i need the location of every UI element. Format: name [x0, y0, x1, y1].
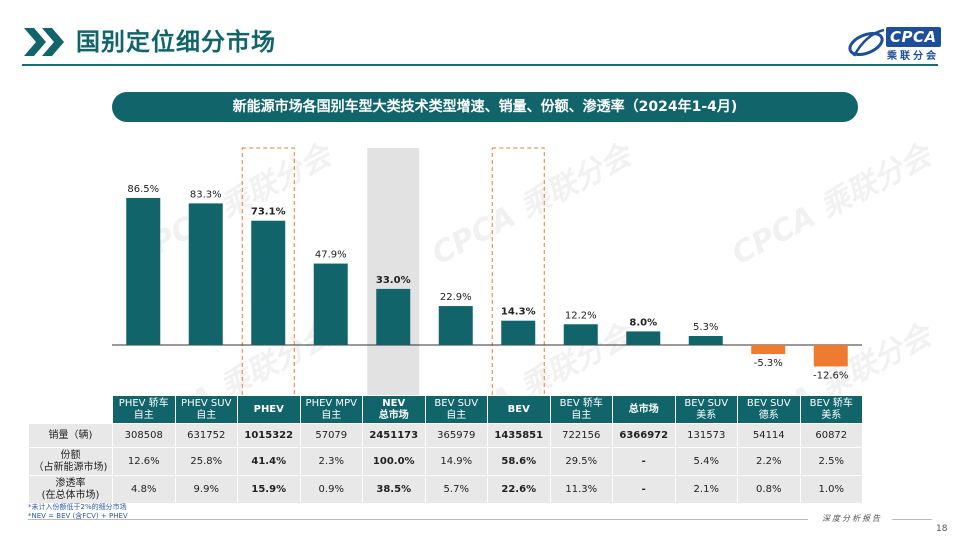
- chart-subtitle: 新能源市场各国别车型大类技术类型增速、销量、份额、渗透率（2024年1-4月): [112, 92, 858, 122]
- table-cell: 41.4%: [237, 447, 301, 476]
- table-header-cell: BEV SUV 美系: [674, 395, 738, 424]
- bar: [751, 345, 786, 355]
- footer-divider: [28, 519, 808, 520]
- table-cell: 11.3%: [549, 475, 613, 504]
- table-cell: 5.4%: [674, 447, 738, 476]
- table-cell: 2.3%: [299, 447, 363, 476]
- bar-value-label: 86.5%: [127, 184, 159, 195]
- bar-value-label: 8.0%: [629, 317, 657, 328]
- logo-swoosh-icon: [848, 28, 885, 57]
- table-cell: 54114: [737, 423, 801, 448]
- table-cell: 25.8%: [174, 447, 238, 476]
- logo-text: CPCA: [886, 27, 941, 47]
- data-table: PHEV 轿车 自主 PHEV SUV 自主 PHEV PHEV MPV 自主 NEV 总市场 B…: [28, 395, 863, 504]
- bar: [563, 324, 598, 345]
- bar: [251, 220, 286, 345]
- table-cell: 22.6%: [487, 475, 551, 504]
- table-cell: 60872: [799, 423, 863, 448]
- table-cell: -: [612, 447, 676, 476]
- table-cell: 1015322: [237, 423, 301, 448]
- row-label: 渗透率 (在总体市场): [28, 475, 113, 504]
- table-cell: 4.8%: [112, 475, 176, 504]
- table-cell: 58.6%: [487, 447, 551, 476]
- table-row: 份额 （占新能源市场) 12.6% 25.8% 41.4% 2.3% 100.0% 14.9…: [28, 447, 863, 476]
- table-cell: 29.5%: [549, 447, 613, 476]
- table-cell: 38.5%: [362, 475, 426, 504]
- bar: [126, 197, 161, 345]
- table-cell: 57079: [299, 423, 363, 448]
- table-header-cell: BEV 轿车 美系: [799, 395, 863, 424]
- table-header-cell: PHEV SUV 自主: [174, 395, 238, 424]
- bar: [688, 335, 723, 345]
- chevron-double-icon: [24, 28, 64, 56]
- bar: [313, 263, 348, 345]
- table-cell: 12.6%: [112, 447, 176, 476]
- table-cell: 100.0%: [362, 447, 426, 476]
- header-divider: [22, 64, 938, 66]
- table-header-cell: BEV SUV 自主: [424, 395, 488, 424]
- table-cell: 2.1%: [674, 475, 738, 504]
- bar: [501, 320, 536, 345]
- page-number: 18: [936, 524, 948, 534]
- footnote: *未计入份额低于2%的细分市场: [28, 503, 127, 511]
- table-cell: 5.7%: [424, 475, 488, 504]
- footer-tag: 深度分析报告: [822, 514, 882, 523]
- footnote: *NEV = BEV (含FCV) + PHEV: [28, 512, 128, 520]
- logo-subtext: 乘联分会: [887, 51, 939, 62]
- bar-value-label: 47.9%: [315, 250, 347, 261]
- table-cell: 0.9%: [299, 475, 363, 504]
- table-cell: 0.8%: [737, 475, 801, 504]
- bar: [813, 345, 848, 367]
- table-row: 销量（辆) 308508 631752 1015322 57079 2451173 365…: [28, 423, 863, 448]
- table-header-cell: 总市场: [612, 395, 676, 424]
- table-cell: 308508: [112, 423, 176, 448]
- bar-value-label: -5.3%: [754, 358, 783, 369]
- table-cell: 722156: [549, 423, 613, 448]
- bar: [376, 288, 411, 345]
- table-cell: 2451173: [362, 423, 426, 448]
- table-header-cell: BEV: [487, 395, 551, 424]
- row-label: 份额 （占新能源市场): [28, 447, 113, 476]
- table-cell: 1435851: [487, 423, 551, 448]
- table-cell: 631752: [174, 423, 238, 448]
- table-cell: 6366972: [612, 423, 676, 448]
- table-cell: 365979: [424, 423, 488, 448]
- table-corner-cell: [28, 395, 113, 424]
- bar: [188, 203, 223, 345]
- table-header-cell: PHEV: [237, 395, 301, 424]
- table-cell: -: [612, 475, 676, 504]
- table-header-cell: BEV 轿车 自主: [549, 395, 613, 424]
- bar-value-label: 33.0%: [376, 275, 411, 286]
- table-header-cell: PHEV MPV 自主: [299, 395, 363, 424]
- bar-value-label: -12.6%: [813, 370, 848, 381]
- table-cell: 2.5%: [799, 447, 863, 476]
- table-cell: 131573: [674, 423, 738, 448]
- table-cell: 9.9%: [174, 475, 238, 504]
- row-label: 销量（辆): [28, 423, 113, 448]
- bar: [438, 306, 473, 345]
- cpca-logo: CPCA 乘联分会: [846, 26, 941, 62]
- page-title: 国别定位细分市场: [76, 28, 276, 56]
- bar-value-label: 14.3%: [501, 307, 536, 318]
- table-header-row: PHEV 轿车 自主 PHEV SUV 自主 PHEV PHEV MPV 自主 NEV 总市场 B…: [28, 395, 863, 424]
- bar-value-label: 22.9%: [440, 292, 472, 303]
- table-cell: 15.9%: [237, 475, 301, 504]
- table-cell: 14.9%: [424, 447, 488, 476]
- bar-value-label: 83.3%: [190, 189, 222, 200]
- table-cell: 2.2%: [737, 447, 801, 476]
- bar-value-label: 73.1%: [251, 207, 286, 218]
- table-header-cell: BEV SUV 德系: [737, 395, 801, 424]
- bar-value-label: 5.3%: [693, 322, 718, 333]
- footer-divider: [892, 519, 932, 520]
- bar-value-label: 12.2%: [565, 310, 597, 321]
- table-row: 渗透率 (在总体市场) 4.8% 9.9% 15.9% 0.9% 38.5% 5.7% 22.…: [28, 475, 863, 504]
- bar: [626, 331, 661, 345]
- table-cell: 1.0%: [799, 475, 863, 504]
- table-header-cell: PHEV 轿车 自主: [112, 395, 176, 424]
- table-header-cell: NEV 总市场: [362, 395, 426, 424]
